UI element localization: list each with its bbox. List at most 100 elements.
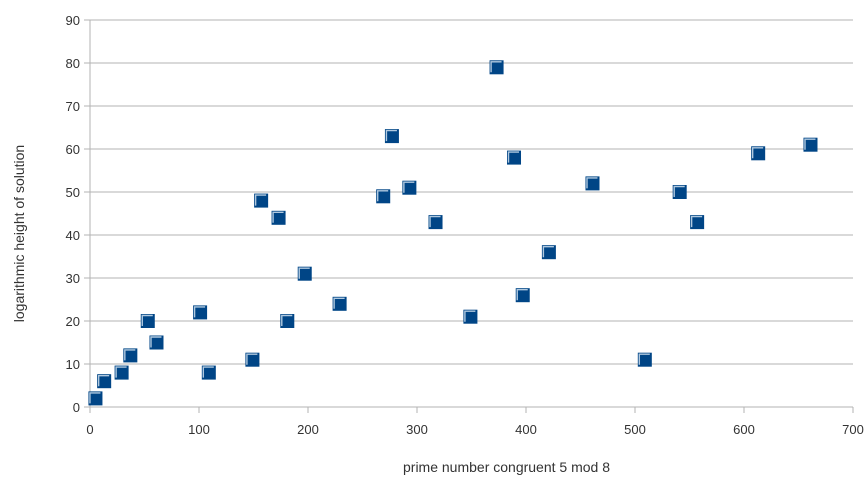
data-point: [193, 305, 208, 320]
data-point-highlight: [429, 215, 441, 228]
axis-layer: [89, 20, 854, 413]
data-point: [515, 288, 530, 303]
data-point: [585, 176, 600, 191]
data-point-highlight: [97, 375, 110, 387]
data-point: [271, 210, 286, 225]
data-point-highlight: [377, 190, 389, 202]
data-point-highlight: [333, 297, 345, 309]
data-point-highlight: [673, 185, 685, 197]
data-point-marker: [672, 185, 687, 199]
data-point: [245, 352, 260, 367]
data-point-marker: [803, 137, 818, 152]
data-point-highlight: [281, 314, 293, 326]
data-point: [751, 146, 766, 161]
data-point-highlight: [638, 353, 650, 365]
x-tick-label: 600: [733, 422, 755, 437]
data-point: [140, 314, 155, 328]
data-point-highlight: [298, 267, 310, 279]
data-point-highlight: [150, 336, 162, 348]
data-point: [123, 348, 138, 363]
data-point: [376, 189, 391, 204]
y-tick-label: 70: [66, 99, 80, 114]
data-point-marker: [114, 365, 129, 380]
data-point-highlight: [586, 177, 598, 189]
data-point-marker: [271, 210, 286, 225]
data-point-highlight: [403, 181, 415, 193]
x-tick-label: 500: [624, 422, 646, 437]
x-tick-label: 200: [297, 422, 319, 437]
y-tick-label: 60: [66, 142, 80, 157]
data-point-marker: [751, 146, 766, 161]
data-point-marker: [690, 215, 705, 230]
data-point: [254, 193, 269, 208]
data-point-highlight: [272, 211, 284, 223]
data-point-marker: [585, 176, 600, 191]
data-point-marker: [245, 352, 260, 367]
y-tick-label: 30: [66, 271, 80, 286]
y-tick-label: 10: [66, 357, 80, 372]
data-point-marker: [280, 314, 295, 328]
data-point: [541, 245, 556, 260]
data-point-marker: [637, 352, 652, 367]
data-point: [384, 129, 399, 144]
data-point-highlight: [464, 310, 476, 322]
data-point-highlight: [202, 366, 214, 378]
data-point-highlight: [490, 61, 502, 73]
y-axis-title: logarithmic height of solution: [11, 145, 27, 322]
data-point-marker: [140, 314, 155, 328]
y-tick-label: 90: [66, 13, 80, 28]
x-tick-label: 700: [842, 422, 864, 437]
data-point-marker: [149, 335, 164, 350]
data-point-marker: [88, 391, 103, 406]
grid-layer: [84, 19, 853, 408]
x-tick-label: 100: [188, 422, 210, 437]
data-point-marker: [384, 129, 399, 144]
data-point: [280, 314, 295, 328]
data-point-highlight: [751, 147, 764, 159]
data-point: [463, 309, 478, 324]
data-point-highlight: [542, 245, 554, 258]
y-tick-label: 20: [66, 314, 80, 329]
data-point-highlight: [115, 366, 127, 378]
data-point: [297, 266, 312, 281]
x-axis-title: prime number congruent 5 mod 8: [403, 459, 610, 475]
data-point-marker: [541, 245, 556, 260]
x-tick-label: 400: [515, 422, 537, 437]
data-point-marker: [193, 305, 208, 320]
tick-labels: 0 10 20 30 40 50 60 70 80 90 0 100 200 300 400 500 600 70…: [66, 13, 864, 437]
data-point-marker: [402, 180, 417, 195]
data-point-marker: [123, 348, 138, 363]
data-point-marker: [515, 288, 530, 303]
data-point-marker: [376, 189, 391, 204]
data-point-marker: [332, 296, 347, 311]
data-point-highlight: [141, 314, 153, 326]
data-point: [507, 150, 522, 165]
data-point: [690, 215, 705, 230]
data-point-marker: [254, 193, 269, 208]
data-point: [201, 365, 216, 380]
data-point-marker: [97, 374, 112, 389]
x-tick-label: 0: [86, 422, 93, 437]
data-point-marker: [489, 60, 504, 75]
data-point-highlight: [246, 353, 258, 365]
data-point: [672, 185, 687, 199]
data-point: [332, 296, 347, 311]
data-point-highlight: [254, 194, 267, 206]
data-point: [149, 335, 164, 350]
data-points: [88, 60, 818, 406]
data-point-highlight: [89, 392, 101, 404]
data-point-highlight: [193, 306, 206, 318]
data-point-highlight: [804, 138, 816, 150]
data-point: [489, 60, 504, 75]
data-point-highlight: [385, 129, 397, 142]
data-point: [803, 137, 818, 152]
data-point: [428, 215, 443, 230]
data-point: [88, 391, 103, 406]
data-point-highlight: [690, 215, 703, 228]
data-point-highlight: [516, 289, 528, 301]
data-point: [402, 180, 417, 195]
data-point: [114, 365, 129, 380]
y-tick-label: 80: [66, 56, 80, 71]
y-tick-label: 40: [66, 228, 80, 243]
